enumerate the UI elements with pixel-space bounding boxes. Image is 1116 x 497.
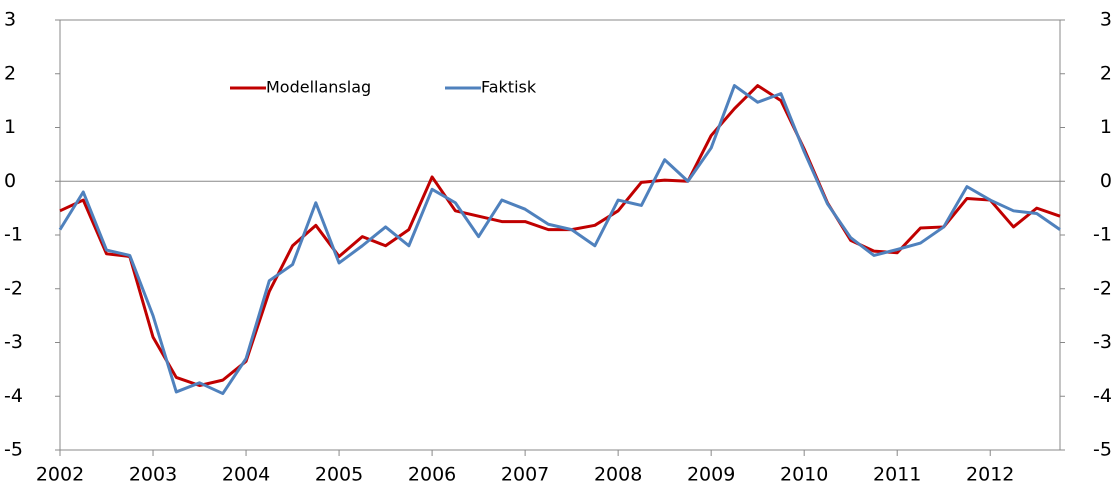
x-tick-label: 2003 [129, 464, 177, 486]
y-tick-label: -5 [4, 439, 23, 461]
y-tick-label: -3 [4, 331, 23, 353]
series-line [58, 84, 1061, 396]
legend-label: Modellanslag [266, 78, 371, 97]
y-tick-label: -4 [4, 385, 23, 407]
y2-tick-label: -1 [1093, 224, 1112, 246]
x-tick-label: 2011 [873, 464, 921, 486]
x-tick-label: 2006 [408, 464, 456, 486]
plot-frame [59, 19, 1061, 451]
y-tick-label: 3 [4, 9, 16, 31]
y2-tick-label: 3 [1100, 9, 1112, 31]
y2-tick-label: -2 [1093, 277, 1112, 299]
y2-tick-label: -4 [1093, 385, 1112, 407]
y2-tick-label: 0 [1100, 170, 1112, 192]
y-tick-label: 0 [4, 170, 16, 192]
y2-tick-label: 2 [1100, 62, 1112, 84]
x-tick-label: 2012 [966, 464, 1014, 486]
y2-tick-label: 1 [1100, 116, 1112, 138]
x-tick-label: 2007 [501, 464, 549, 486]
x-tick-label: 2010 [780, 464, 828, 486]
x-tick-label: 2002 [36, 464, 84, 486]
x-tick-label: 2005 [315, 464, 363, 486]
y2-tick-label: -5 [1093, 439, 1112, 461]
legend-label: Faktisk [481, 78, 537, 97]
x-tick-label: 2008 [594, 464, 642, 486]
x-tick-label: 2009 [687, 464, 735, 486]
x-tick-label: 2004 [222, 464, 270, 486]
y-tick-label: 1 [4, 116, 16, 138]
y2-tick-label: -3 [1093, 331, 1112, 353]
series-line [59, 84, 1061, 387]
y-tick-label: 2 [4, 62, 16, 84]
y-tick-label: -2 [4, 277, 23, 299]
y-tick-label: -1 [4, 224, 23, 246]
